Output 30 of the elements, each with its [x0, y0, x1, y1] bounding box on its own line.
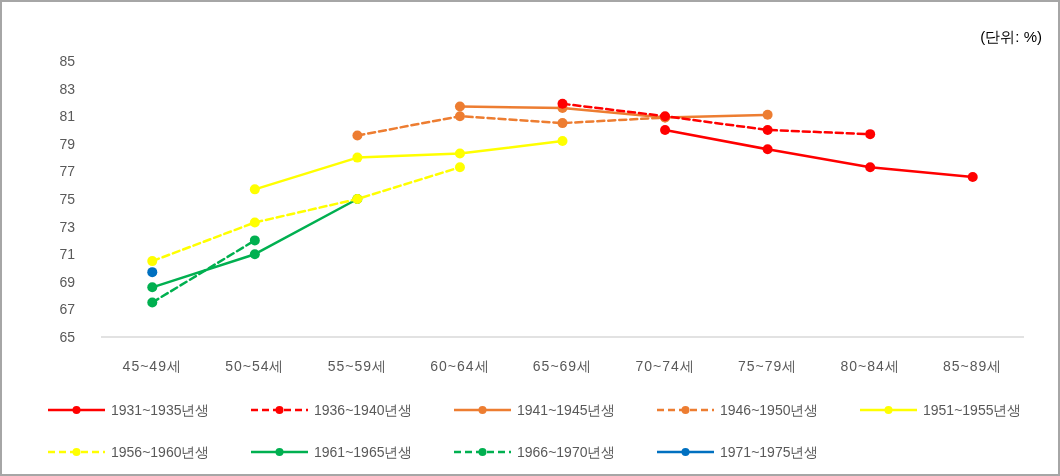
x-tick-label: 55~59세	[327, 358, 388, 374]
text: (단위: %)	[980, 28, 1042, 45]
y-tick-label: 67	[59, 301, 76, 318]
legend-label: 1951~1955년생	[923, 402, 1022, 418]
y-tick-label: 81	[59, 108, 76, 125]
y-tick-label: 79	[59, 135, 76, 152]
x-tick-label: 65~69세	[532, 358, 593, 374]
x-tick-label: 60~64세	[430, 358, 490, 374]
x-tick-label: 45~49세	[122, 358, 182, 374]
x-tick-label: 50~54세	[225, 358, 285, 374]
x-tick-label: 70~74세	[635, 358, 695, 374]
legend-label: 1956~1960년생	[111, 444, 210, 460]
legend-label: 1946~1950년생	[720, 402, 819, 418]
y-tick-label: 71	[59, 246, 76, 263]
x-tick-label: 75~79세	[737, 358, 798, 374]
legend-label: 1936~1940년생	[314, 402, 413, 418]
y-tick-label: 73	[59, 218, 76, 235]
legend-label: 1961~1965년생	[314, 444, 413, 460]
x-tick-label: 80~84세	[840, 358, 900, 374]
y-tick-label: 77	[59, 163, 76, 180]
y-tick-label: 75	[59, 191, 76, 207]
legend-label: 1941~1945년생	[517, 402, 616, 418]
legend-label: 1931~1935년생	[111, 402, 210, 418]
y-tick-label: 85	[59, 53, 76, 69]
legend-label: 1971~1975년생	[720, 444, 819, 460]
y-tick-label: 83	[59, 80, 76, 97]
y-tick-label: 65	[59, 329, 76, 345]
y-tick-label: 69	[59, 273, 76, 290]
legend-label: 1966~1970년생	[517, 444, 616, 460]
x-tick-label: 85~89세	[943, 358, 1003, 374]
